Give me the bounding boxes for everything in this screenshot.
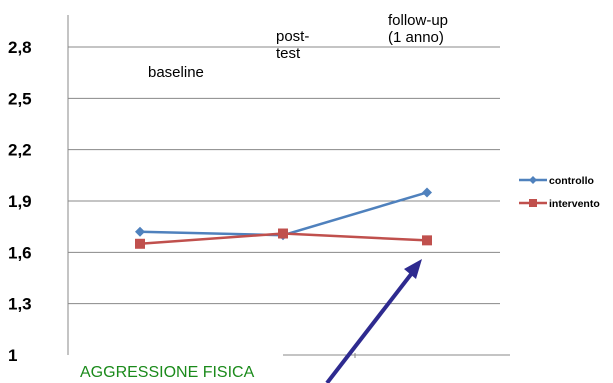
legend-marker [529, 176, 537, 184]
legend: controllo intervento [519, 175, 600, 210]
category-label: follow-up [388, 12, 448, 29]
y-tick-label: 1 [8, 346, 17, 365]
data-point-intervento [422, 235, 432, 246]
y-tick-label: 2,8 [8, 38, 32, 57]
series-lines [135, 187, 432, 249]
y-tick-label: 2,2 [8, 141, 32, 160]
legend-label: controllo [549, 175, 594, 187]
category-label: baseline [148, 64, 204, 81]
data-point-controllo [422, 187, 432, 198]
annotation-arrow [325, 259, 422, 383]
y-tick-label: 1,3 [8, 295, 32, 314]
arrow-head [404, 259, 422, 279]
category-label: test [276, 45, 301, 62]
arrow-shaft [325, 271, 414, 383]
data-point-controllo [135, 226, 145, 237]
category-label: post- [276, 28, 309, 45]
y-tick-labels: 1 1,3 1,6 1,9 2,2 2,5 2,8 [8, 38, 32, 365]
y-tick-label: 2,5 [8, 89, 32, 108]
category-labels: baseline post-test follow-up(1 anno) [148, 12, 448, 81]
y-tick-label: 1,6 [8, 243, 32, 262]
category-label: (1 anno) [388, 29, 444, 46]
data-point-intervento [278, 228, 288, 239]
annotation-title: AGGRESSIONE FISICA [80, 364, 255, 381]
y-tick-label: 1,9 [8, 192, 32, 211]
legend-marker [529, 199, 537, 207]
data-point-intervento [135, 238, 145, 249]
legend-label: intervento [549, 198, 600, 210]
gridlines [68, 46, 510, 358]
